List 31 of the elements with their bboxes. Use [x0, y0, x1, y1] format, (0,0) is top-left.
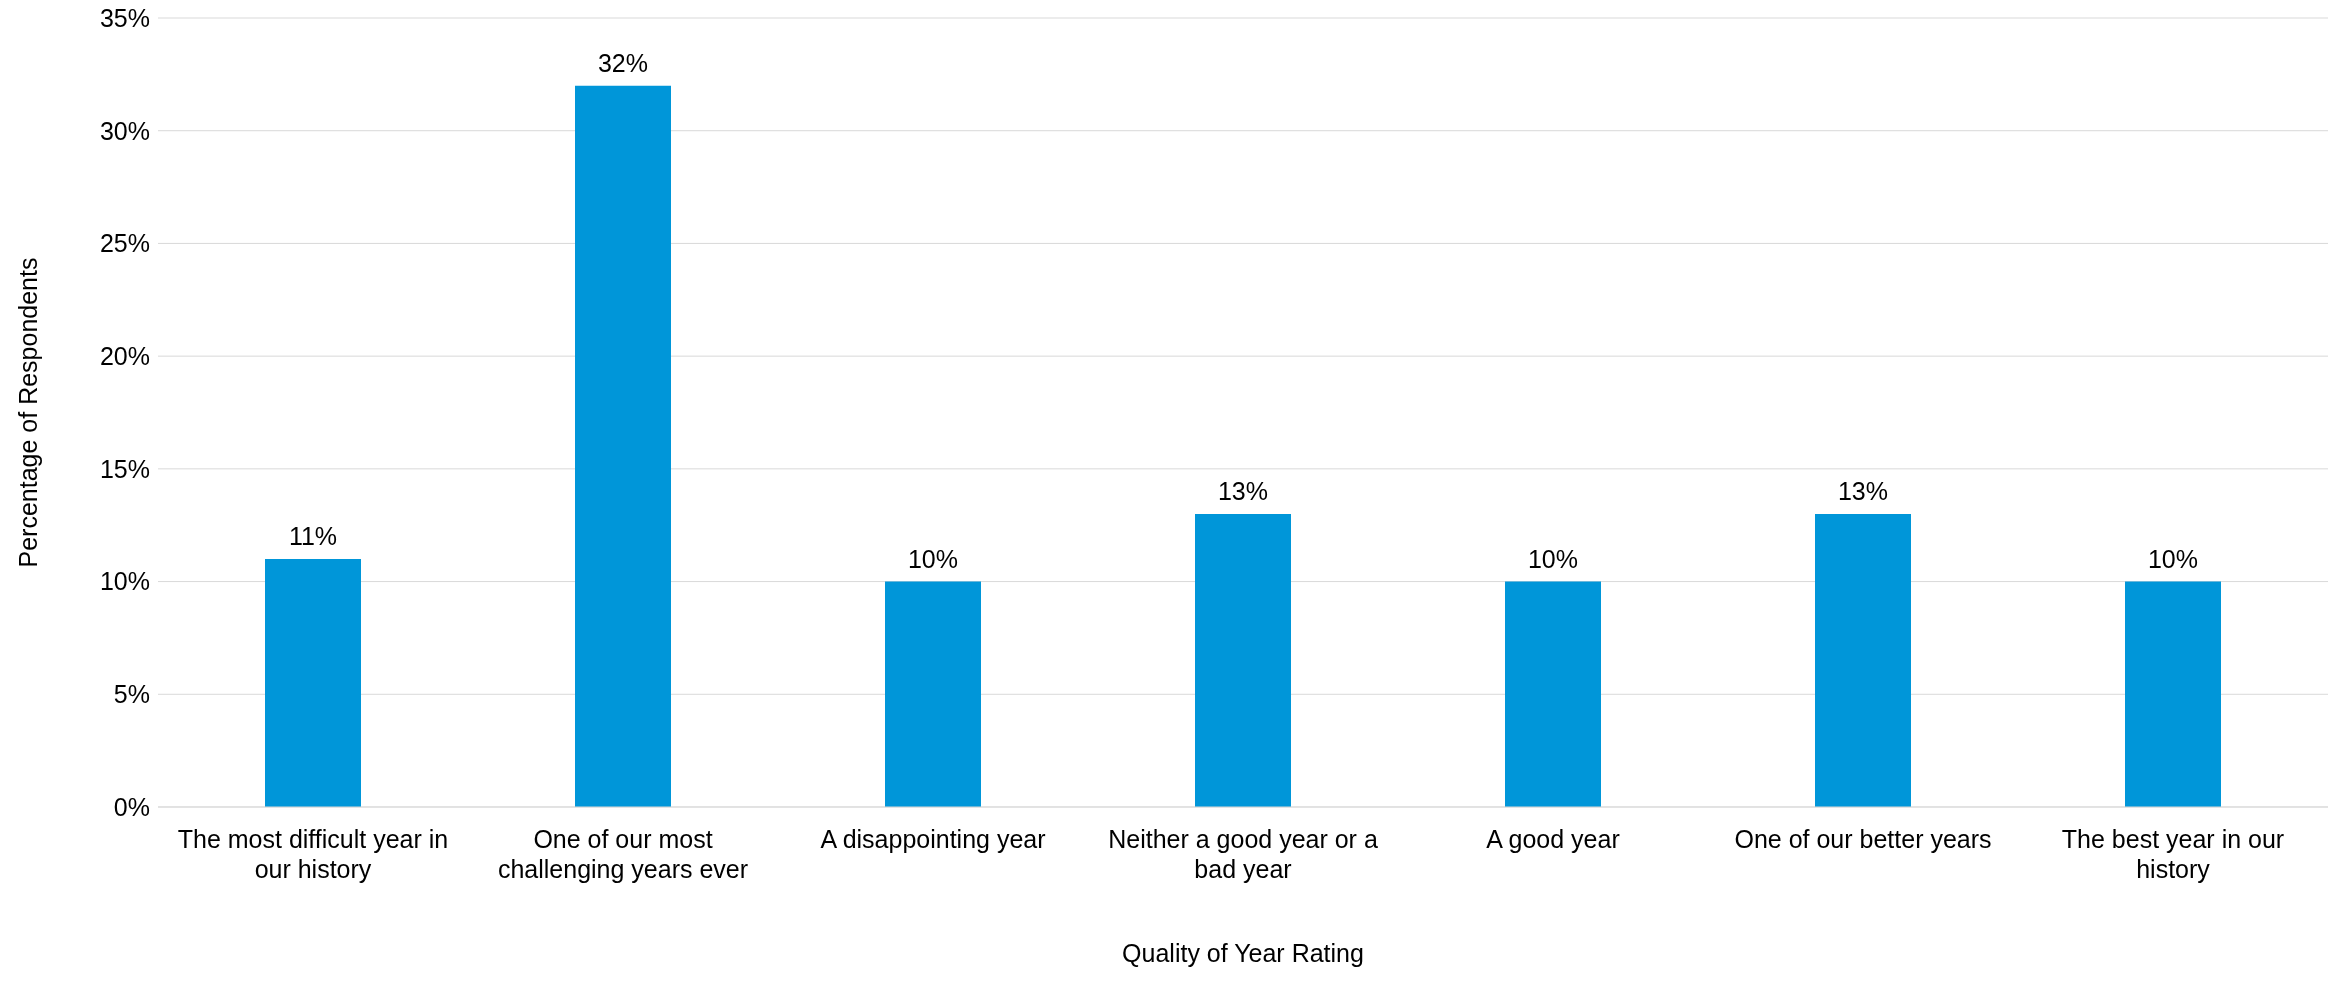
data-label: 32%	[597, 48, 649, 77]
bar	[1195, 513, 1291, 807]
x-tick-label: One of our better years	[1734, 825, 1992, 853]
x-tick-label: Neither a good year or a bad year	[1108, 825, 1378, 883]
bar	[1505, 581, 1601, 807]
data-label: 10%	[2147, 544, 2199, 573]
y-tick-label: 30%	[99, 116, 150, 145]
x-tick-label: A good year	[1486, 825, 1620, 853]
bar	[2125, 581, 2221, 807]
bar	[575, 85, 671, 807]
data-label: 10%	[907, 544, 959, 573]
y-tick-label: 35%	[99, 3, 150, 32]
x-tick-label: One of our most challenging years ever	[497, 825, 749, 883]
y-tick-label: 0%	[113, 792, 150, 821]
x-tick-label: The most difficult year in our history	[177, 825, 449, 883]
x-axis-title: Quality of Year Rating	[1122, 939, 1364, 967]
y-axis-title: Percentage of Respondents	[13, 257, 42, 568]
y-tick-label: 5%	[113, 680, 150, 709]
x-tick-label: The best year in our history	[2061, 825, 2285, 883]
data-label: 13%	[1837, 476, 1889, 505]
bar	[265, 559, 361, 807]
bar	[885, 581, 981, 807]
data-label: 10%	[1527, 544, 1579, 573]
y-tick-label: 20%	[99, 342, 150, 371]
data-label: 13%	[1217, 476, 1269, 505]
y-tick-label: 25%	[99, 229, 150, 258]
y-tick-label: 10%	[99, 567, 150, 596]
data-label: 11%	[288, 522, 338, 551]
y-tick-label: 15%	[99, 454, 150, 483]
bar	[1815, 513, 1911, 807]
x-tick-label: A disappointing year	[820, 825, 1046, 853]
